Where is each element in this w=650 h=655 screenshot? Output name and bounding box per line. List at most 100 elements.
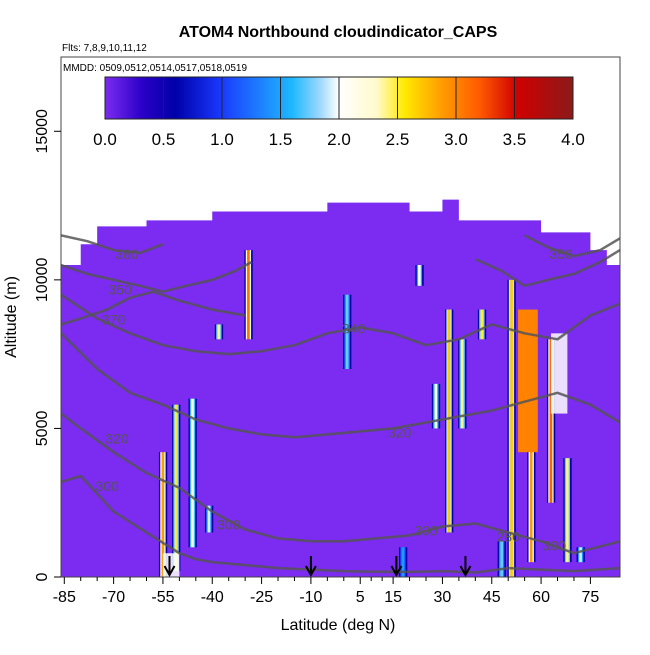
- cloud-column: [244, 250, 253, 340]
- contour-label: 370: [102, 311, 126, 327]
- cloud-column-strip: [438, 383, 441, 429]
- cloud-column-strip: [501, 541, 504, 577]
- contour-label: 300: [217, 516, 241, 532]
- x-tick-label: 5: [356, 589, 365, 606]
- colorbar-tick-label: 1.0: [210, 130, 234, 149]
- plot-area: [61, 199, 620, 577]
- cloud-column-strip: [504, 541, 506, 577]
- cloud-column-strip: [497, 541, 500, 577]
- colorbar-tick-label: 2.5: [386, 130, 410, 149]
- cloud-column-strip: [546, 339, 549, 503]
- cloud-column-strip: [583, 547, 585, 563]
- x-tick-label: 45: [483, 589, 501, 606]
- cloud-column-strip: [580, 547, 583, 563]
- cloud-column-strip: [348, 294, 351, 369]
- chart-title: ATOM4 Northbound cloudindicator_CAPS: [179, 24, 498, 41]
- cloud-column-strip: [445, 309, 447, 533]
- cloud-column-strip: [458, 339, 460, 429]
- cloud-column: [398, 547, 408, 577]
- contour-line: [61, 290, 246, 326]
- cloud-column-strip: [208, 505, 211, 533]
- cloud-column-strip: [553, 339, 556, 503]
- cloud-column-strip: [210, 505, 212, 533]
- cloud-column-strip: [405, 547, 408, 577]
- cloud-patch-orange: [518, 309, 538, 453]
- cloud-column-strip: [249, 250, 252, 340]
- colorbar-tick-label: 3.5: [503, 130, 527, 149]
- cloud-column: [204, 505, 214, 533]
- cloud-column-strip: [401, 547, 404, 577]
- cloud-column-strip: [418, 265, 420, 286]
- cloud-column-strip: [343, 294, 345, 369]
- cloud-column-strip: [500, 541, 502, 577]
- cloud-column-strip: [206, 505, 208, 533]
- cloud-column-strip: [221, 324, 224, 340]
- contour-line: [474, 249, 620, 288]
- cloud-column: [445, 309, 454, 533]
- cloud-column-strip: [345, 294, 348, 369]
- cloud-column-strip: [247, 250, 249, 340]
- colorbar-tick-label: 1.5: [269, 130, 293, 149]
- cloud-column: [214, 324, 224, 340]
- contour-layer: [61, 234, 620, 574]
- cloud-column-strip: [404, 547, 406, 577]
- cloud-column-strip: [459, 339, 462, 429]
- cloud-column-strip: [165, 452, 168, 577]
- cloud-column-strip: [158, 452, 161, 577]
- cloud-column-strip: [216, 324, 218, 340]
- cloud-column-strip: [174, 404, 177, 572]
- contour-label: 320: [105, 430, 129, 446]
- cloud-column-strip: [244, 250, 247, 340]
- contour-line: [61, 474, 620, 574]
- cloud-column-strip: [204, 505, 207, 533]
- x-tick-label: 30: [434, 589, 452, 606]
- flight-arrow-head: [390, 565, 403, 578]
- cloud-column: [497, 541, 506, 577]
- cloud-column-strip: [164, 452, 166, 577]
- contour-label: 350: [109, 282, 133, 298]
- cloud-column-strip: [192, 398, 195, 548]
- contour-line: [61, 234, 164, 255]
- cloud-column-strip: [191, 398, 193, 548]
- cloud-column-strip: [188, 398, 191, 548]
- cloud-column-strip: [577, 547, 580, 563]
- cloud-column-strip: [483, 309, 485, 340]
- cloud-column-strip: [446, 309, 448, 533]
- colorbar-tick-label: 4.0: [561, 130, 585, 149]
- cloud-column-strip: [568, 458, 571, 563]
- colorbar-ticks: 0.0 0.5 1.0 1.5 2.0 2.5 3.0 3.5 4.0: [93, 77, 585, 149]
- colorbar: 0.0 0.5 1.0 1.5 2.0 2.5 3.0 3.5 4.0: [93, 76, 585, 149]
- cloud-column-strip: [431, 383, 434, 429]
- cloud-column-strip: [549, 339, 552, 503]
- y-axis: 0 5000 10000 15000: [34, 109, 61, 581]
- colorbar-tick-label: 0.0: [93, 130, 117, 149]
- cloud-column-strip: [415, 265, 418, 286]
- cloud-column-strip: [347, 294, 349, 369]
- cloud-column-strip: [450, 309, 452, 533]
- background-fill: [61, 199, 620, 577]
- cloud-column-strip: [502, 541, 505, 577]
- cloud-column-strip: [434, 383, 437, 429]
- flight-arrow: [390, 556, 403, 578]
- contour-line: [524, 234, 620, 258]
- cloud-column: [477, 309, 487, 340]
- x-tick-label: -25: [250, 589, 273, 606]
- cloud-column-strip: [447, 309, 450, 533]
- flight-arrow: [163, 556, 176, 578]
- y-tick-label: 0: [34, 572, 51, 581]
- x-tick-label: -85: [53, 589, 76, 606]
- cloud-column-strip: [437, 383, 439, 429]
- cloud-column-strip: [416, 265, 419, 286]
- cloud-column-strip: [498, 541, 501, 577]
- cloud-column-strip: [162, 452, 165, 577]
- cloud-column-strip: [507, 279, 510, 577]
- x-axis: -85 -70 -55 -40 -25 -10 5 15 30 45 60 75: [53, 577, 599, 606]
- cloud-column-strip: [462, 339, 464, 429]
- x-tick-label: 15: [384, 589, 402, 606]
- contour-label: 350: [549, 246, 573, 262]
- x-tick-label: 60: [532, 589, 550, 606]
- cloud-column-strip: [435, 383, 438, 429]
- cloud-column-strip: [211, 505, 214, 533]
